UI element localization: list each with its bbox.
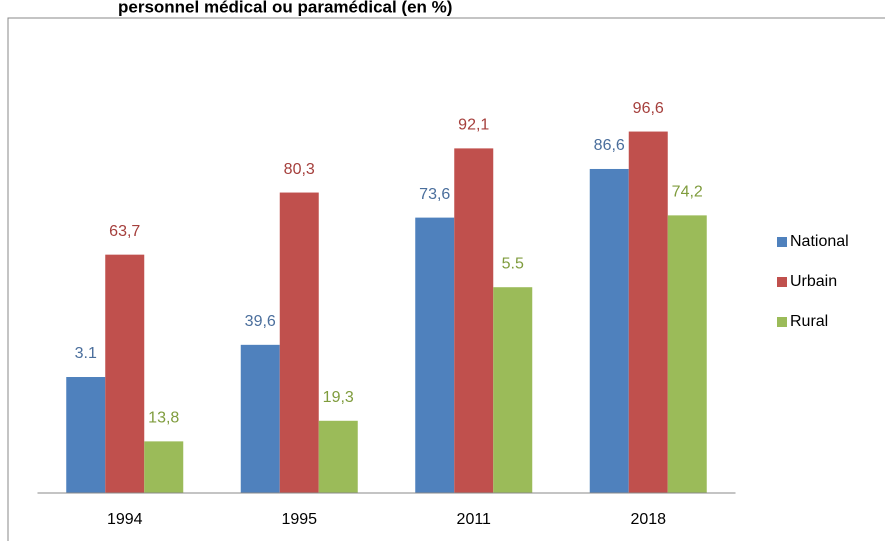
x-tick-label: 1995 bbox=[281, 511, 317, 528]
data-label: 74,2 bbox=[672, 184, 703, 201]
data-label: 5.5 bbox=[502, 255, 524, 272]
legend-label: National bbox=[790, 233, 849, 250]
legend-label: Urbain bbox=[790, 273, 837, 290]
bar bbox=[667, 215, 707, 493]
data-label: 73,6 bbox=[419, 186, 450, 203]
x-tick-label: 2018 bbox=[630, 511, 666, 528]
bar bbox=[318, 420, 358, 493]
legend-swatch bbox=[777, 237, 787, 247]
data-label: 13,8 bbox=[148, 410, 179, 427]
bar bbox=[279, 192, 319, 493]
bar bbox=[66, 377, 106, 493]
legend-swatch bbox=[777, 317, 787, 327]
bar bbox=[493, 287, 533, 493]
data-label: 39,6 bbox=[245, 313, 276, 330]
legend-label: Rural bbox=[790, 313, 828, 330]
x-tick-label: 2011 bbox=[457, 511, 492, 528]
bar bbox=[628, 131, 668, 493]
data-label: 3.1 bbox=[75, 345, 97, 362]
data-label: 92,1 bbox=[458, 117, 489, 134]
frame bbox=[7, 17, 885, 541]
data-label: 80,3 bbox=[284, 161, 315, 178]
data-label: 96,6 bbox=[633, 100, 664, 117]
bar bbox=[105, 254, 145, 493]
bar bbox=[454, 148, 494, 493]
bar bbox=[144, 441, 184, 493]
bar bbox=[589, 168, 629, 493]
legend-swatch bbox=[777, 277, 787, 287]
chart-title: personnel médical ou paramédical (en %) bbox=[118, 0, 452, 16]
data-label: 19,3 bbox=[323, 389, 354, 406]
data-label: 63,7 bbox=[109, 223, 140, 240]
x-tick-label: 1994 bbox=[107, 511, 143, 528]
data-label: 86,6 bbox=[594, 137, 625, 154]
bar bbox=[240, 344, 280, 493]
bar bbox=[415, 217, 455, 493]
